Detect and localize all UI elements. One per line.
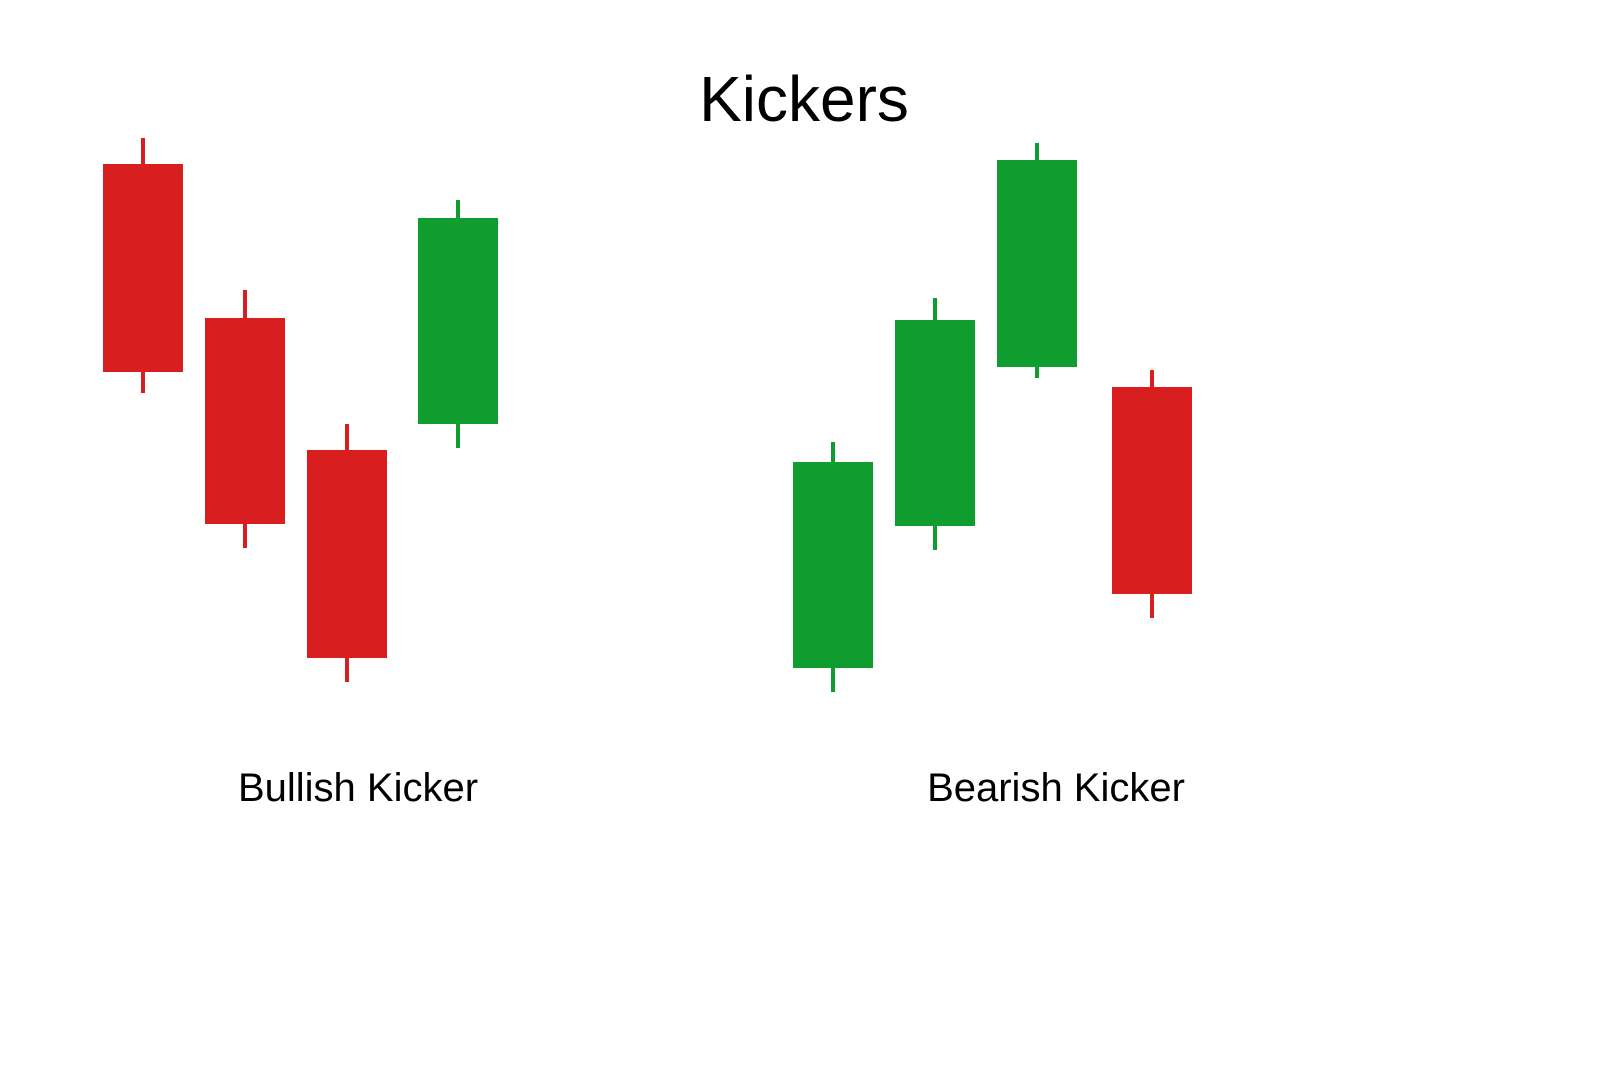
candle-body [418, 218, 498, 424]
candle-body [997, 160, 1077, 367]
candle-body [103, 164, 183, 372]
candle-7 [1112, 370, 1192, 618]
candle-body [307, 450, 387, 658]
candle-1 [205, 290, 285, 548]
candle-6 [997, 143, 1077, 378]
candle-body [895, 320, 975, 526]
candle-3 [418, 200, 498, 448]
candle-4 [793, 442, 873, 692]
candle-body [205, 318, 285, 524]
candlestick-chart [0, 0, 1608, 1088]
candle-5 [895, 298, 975, 550]
candle-0 [103, 138, 183, 393]
candle-body [1112, 387, 1192, 594]
candle-body [793, 462, 873, 668]
candle-2 [307, 424, 387, 682]
